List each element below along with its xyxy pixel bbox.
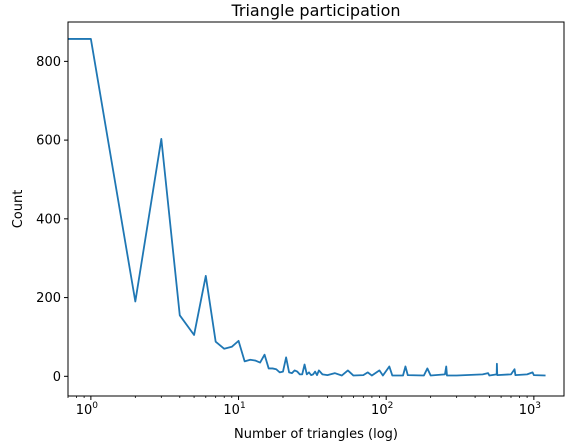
y-axis-label: Count bbox=[11, 190, 26, 229]
plot-area bbox=[67, 21, 565, 397]
y-tick-label: 800 bbox=[36, 55, 61, 70]
y-tick-label: 200 bbox=[36, 291, 61, 306]
chart-title: Triangle participation bbox=[230, 1, 400, 20]
x-axis-label: Number of triangles (log) bbox=[234, 427, 398, 442]
y-tick-label: 400 bbox=[36, 212, 61, 227]
x-tick-label: 101 bbox=[223, 401, 245, 418]
x-tick-label: 100 bbox=[76, 401, 99, 418]
series-line bbox=[68, 38, 546, 377]
y-tick-label: 0 bbox=[53, 370, 61, 385]
x-tick-label: 103 bbox=[519, 401, 541, 418]
y-tick-label: 600 bbox=[36, 134, 61, 149]
x-axis: 100 101 102 103 bbox=[67, 396, 541, 418]
x-tick-label: 102 bbox=[371, 401, 393, 418]
y-axis: 0 200 400 600 800 bbox=[36, 55, 68, 385]
plot-frame bbox=[67, 21, 565, 397]
